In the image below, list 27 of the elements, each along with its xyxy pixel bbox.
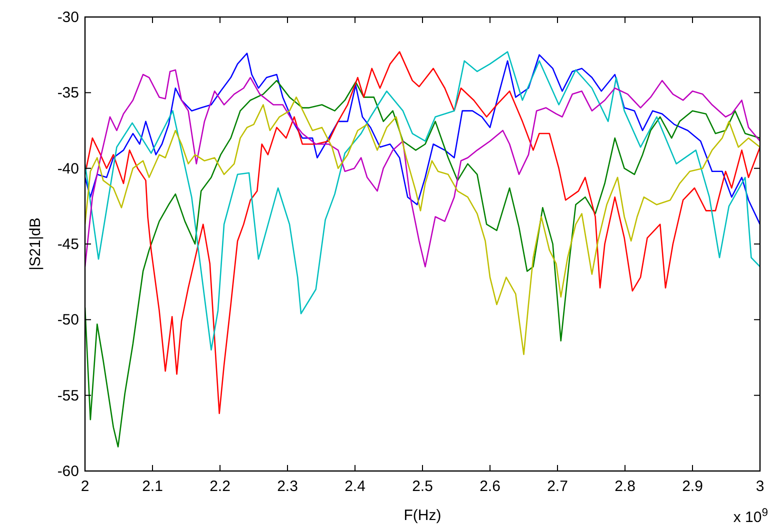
x-tick-label: 2.9	[682, 478, 703, 495]
x-tick-label: 2.2	[210, 478, 230, 495]
x-tick-label: 2.8	[614, 478, 636, 495]
y-tick-label: -30	[57, 9, 79, 26]
line-series	[85, 96, 760, 356]
x-tick-label: 2.4	[344, 478, 366, 495]
y-axis-title: |S21|dB	[27, 218, 44, 270]
line-series	[85, 80, 760, 448]
x-tick-label: 2.3	[277, 478, 298, 495]
x-tick-label: 2.1	[142, 478, 163, 495]
line-series	[85, 51, 760, 414]
x-tick-label: 2	[80, 478, 90, 495]
y-tick-label: -60	[57, 463, 79, 480]
y-tick-label: -35	[57, 84, 79, 102]
x-tick-label: 2.7	[547, 478, 568, 495]
y-tick-label: -50	[57, 312, 79, 329]
x-tick-label: 2.5	[412, 478, 433, 495]
line-series	[85, 69, 760, 268]
text: x 10$^{9}$	[733, 507, 768, 526]
y-tick-label: -40	[57, 160, 79, 178]
line-series	[85, 52, 760, 225]
y-tick-label: -45	[57, 236, 79, 253]
y-tick-label: -55	[57, 387, 79, 404]
x-tick-label: 2.6	[480, 478, 500, 495]
x-tick-label: 3	[756, 478, 764, 495]
x-axis-title: F(Hz)	[404, 507, 442, 524]
line-series	[85, 51, 760, 351]
